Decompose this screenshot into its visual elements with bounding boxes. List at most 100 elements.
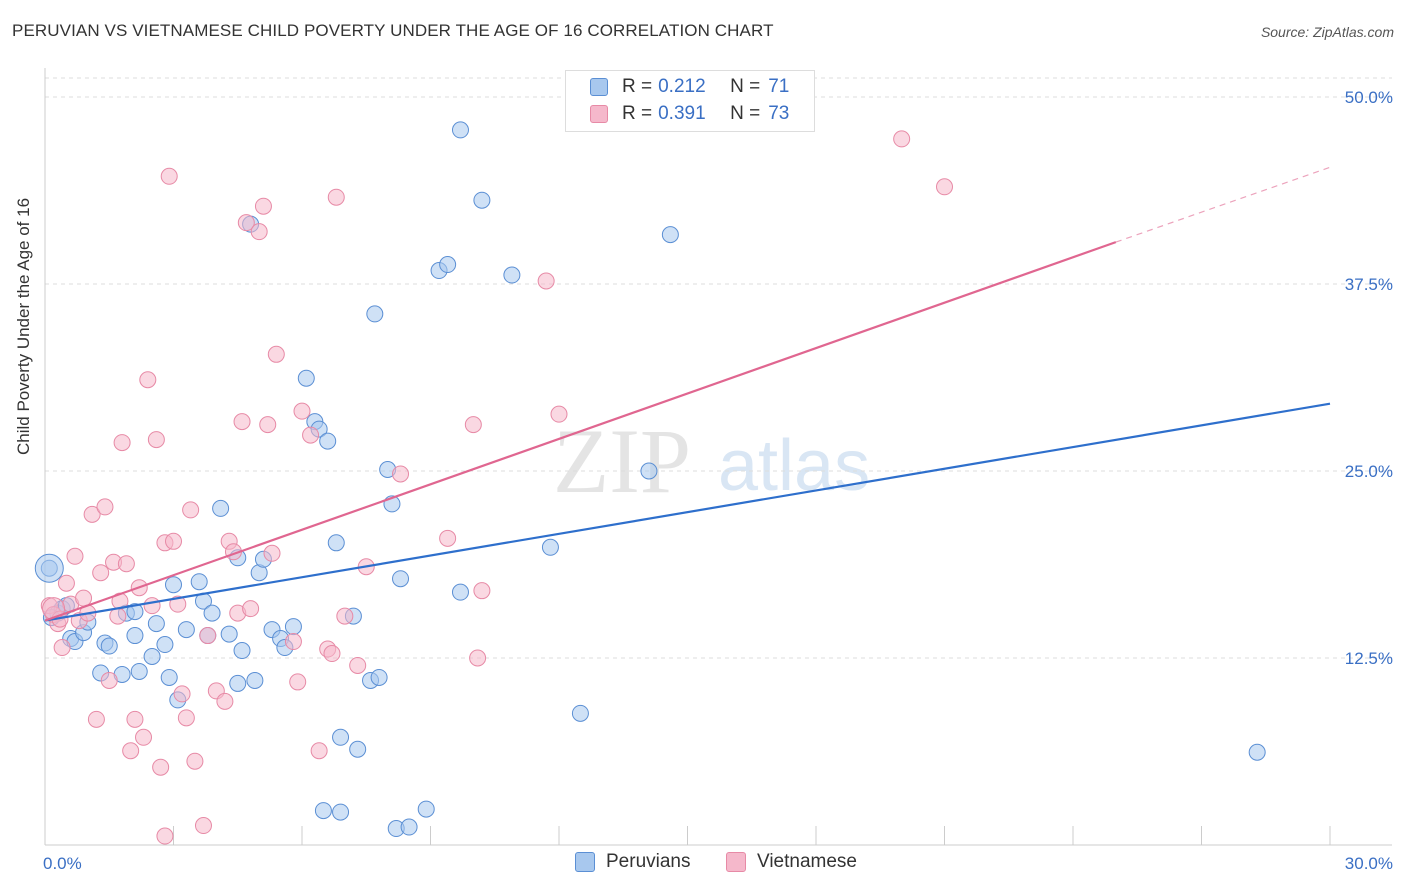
data-point-vietnamese	[464, 416, 482, 434]
data-point-vietnamese	[135, 728, 153, 746]
data-point-vietnamese	[87, 710, 105, 728]
trend-line-peruvians	[44, 402, 1331, 622]
y-tick-label: 25.0%	[1345, 462, 1393, 481]
data-point-vietnamese	[267, 345, 285, 363]
data-point-vietnamese	[143, 597, 161, 615]
data-point-vietnamese	[66, 547, 84, 565]
data-point-peruvians	[541, 538, 559, 556]
data-point-peruvians	[417, 800, 435, 818]
x-tick-label: 0.0%	[43, 854, 82, 873]
data-point-vietnamese	[126, 710, 144, 728]
data-point-peruvians	[126, 627, 144, 645]
data-point-peruvians	[284, 618, 302, 636]
data-point-vietnamese	[117, 555, 135, 573]
data-point-peruvians	[165, 576, 182, 594]
legend-label-vietnamese: Vietnamese	[757, 851, 857, 872]
legend-swatch-vietnamese	[590, 105, 608, 123]
data-point-vietnamese	[893, 130, 911, 148]
legend-row-peruvians: R = 0.212 N = 71	[590, 75, 789, 99]
watermark-zip: ZIP	[553, 410, 691, 512]
data-point-peruvians	[332, 728, 350, 746]
data-point-peruvians	[366, 305, 384, 323]
data-point-vietnamese	[152, 758, 170, 776]
n-label: N =	[730, 103, 761, 124]
data-point-vietnamese	[160, 167, 178, 185]
data-point-vietnamese	[156, 827, 174, 845]
trend-line-vietnamese	[44, 241, 1117, 622]
data-point-peruvians	[147, 615, 165, 633]
data-point-vietnamese	[469, 649, 487, 667]
data-point-peruvians	[319, 432, 337, 450]
data-point-vietnamese	[83, 505, 101, 523]
data-point-vietnamese	[289, 673, 307, 691]
trend-extension-vietnamese	[1115, 166, 1331, 243]
data-point-peruvians	[370, 668, 388, 686]
y-tick-label: 12.5%	[1345, 649, 1393, 668]
data-point-peruvians	[297, 369, 315, 387]
data-point-peruvians	[220, 625, 238, 643]
data-point-peruvians	[156, 636, 174, 654]
data-point-vietnamese	[42, 597, 66, 621]
data-point-peruvians	[400, 818, 418, 836]
data-point-vietnamese	[53, 639, 71, 657]
legend-item-peruvians[interactable]: Peruvians	[575, 851, 691, 873]
data-point-peruvians	[473, 191, 491, 209]
data-point-vietnamese	[259, 416, 277, 434]
data-point-vietnamese	[194, 817, 212, 835]
data-point-peruvians	[143, 648, 161, 666]
x-tick-label: 30.0%	[1345, 854, 1393, 873]
data-point-peruvians	[126, 603, 144, 621]
correlation-legend: R = 0.212 N = 71 R = 0.391 N = 73	[565, 70, 815, 132]
data-point-vietnamese	[336, 607, 354, 625]
watermark-atlas: atlas	[718, 426, 870, 506]
data-point-peruvians	[571, 704, 589, 722]
data-point-vietnamese	[302, 426, 320, 444]
data-point-peruvians	[190, 573, 208, 591]
data-point-peruvians	[640, 462, 658, 480]
data-point-vietnamese	[199, 627, 217, 645]
data-point-vietnamese	[109, 607, 127, 625]
data-point-vietnamese	[284, 633, 302, 651]
data-point-vietnamese	[327, 188, 345, 206]
data-point-vietnamese	[310, 742, 328, 760]
data-point-vietnamese	[323, 645, 341, 663]
data-point-vietnamese	[57, 574, 75, 592]
y-tick-label: 37.5%	[1345, 275, 1393, 294]
data-point-vietnamese	[75, 589, 93, 607]
data-point-peruvians	[229, 674, 247, 692]
data-point-peruvians	[1248, 743, 1266, 761]
data-point-vietnamese	[242, 600, 260, 618]
data-point-peruvians	[203, 604, 221, 622]
data-point-vietnamese	[122, 742, 140, 760]
data-point-vietnamese	[537, 272, 555, 290]
data-point-peruvians	[177, 621, 195, 639]
data-point-peruvians	[392, 570, 410, 588]
legend-item-vietnamese[interactable]: Vietnamese	[726, 851, 857, 873]
r-value: 0.212	[658, 76, 706, 97]
data-point-vietnamese	[250, 223, 268, 241]
data-point-vietnamese	[139, 371, 157, 389]
data-point-peruvians	[503, 266, 521, 284]
data-point-peruvians	[314, 802, 332, 820]
data-point-vietnamese	[473, 582, 491, 600]
data-point-vietnamese	[550, 405, 568, 423]
data-point-vietnamese	[186, 752, 204, 770]
r-label: R =	[622, 103, 653, 124]
data-point-peruvians	[332, 803, 350, 821]
data-point-vietnamese	[96, 498, 114, 516]
data-point-peruvians	[212, 499, 230, 517]
legend-label-peruvians: Peruvians	[606, 851, 691, 872]
data-point-vietnamese	[293, 402, 311, 420]
data-point-vietnamese	[165, 532, 182, 550]
data-point-vietnamese	[233, 413, 251, 431]
data-point-peruvians	[34, 553, 64, 583]
data-point-vietnamese	[349, 656, 367, 674]
legend-swatch-vietnamese	[726, 852, 746, 872]
source-note: Source: ZipAtlas.com	[1260, 24, 1394, 40]
data-point-vietnamese	[439, 529, 457, 547]
data-point-vietnamese	[169, 595, 187, 613]
n-value: 73	[768, 103, 790, 124]
data-point-peruvians	[451, 583, 469, 601]
legend-swatch-peruvians	[590, 78, 608, 96]
